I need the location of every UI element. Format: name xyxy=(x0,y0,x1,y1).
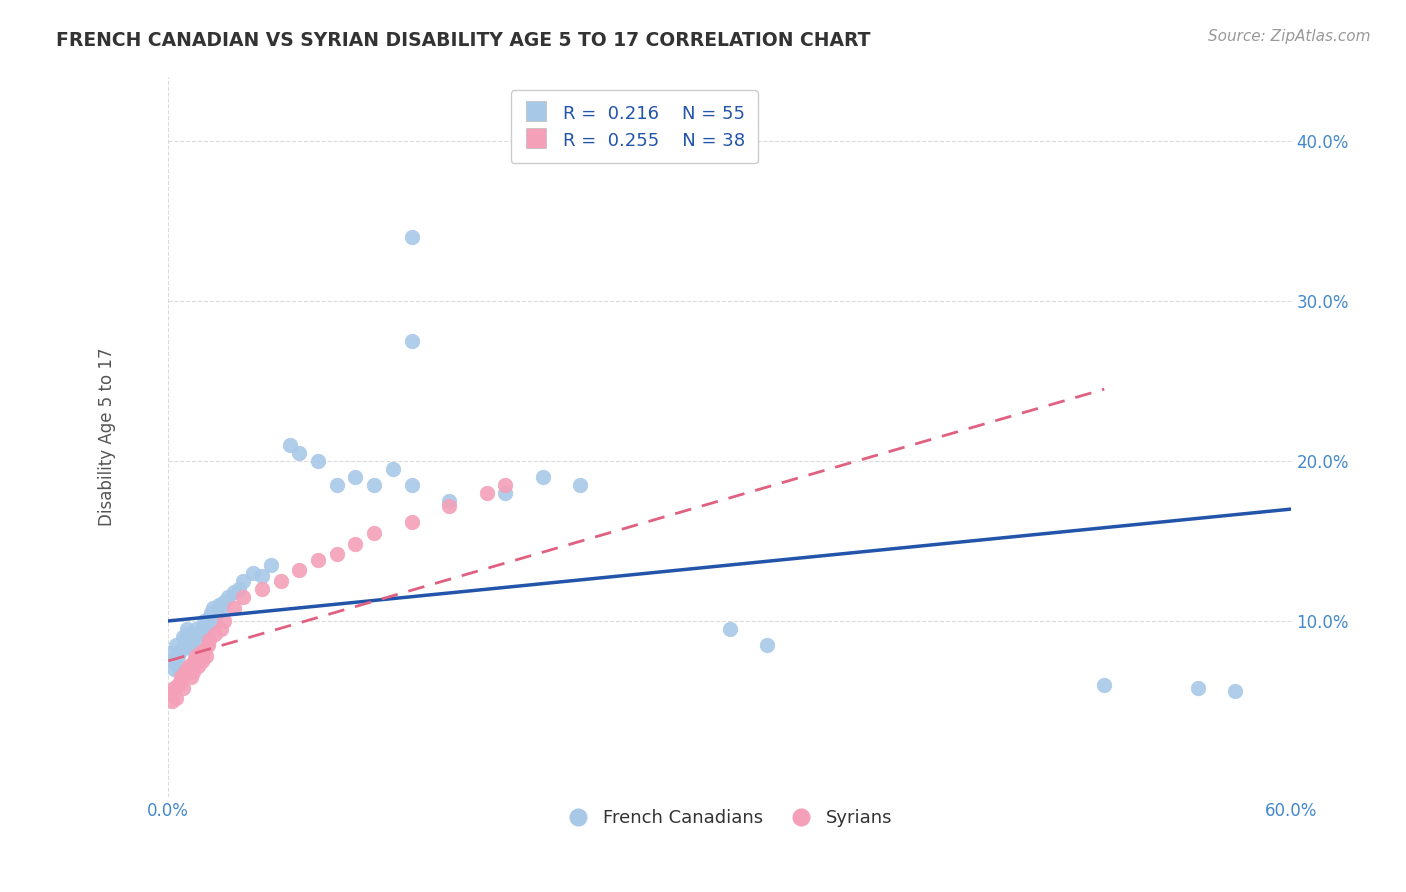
Point xyxy=(307,454,329,468)
Point xyxy=(1092,678,1115,692)
Point xyxy=(209,601,232,615)
Point xyxy=(344,470,367,484)
Point xyxy=(200,606,222,620)
Point xyxy=(217,590,239,604)
Point xyxy=(288,563,311,577)
Point xyxy=(197,622,219,636)
Point xyxy=(194,649,217,664)
Legend: French Canadians, Syrians: French Canadians, Syrians xyxy=(560,802,900,835)
Point xyxy=(169,674,191,689)
Point xyxy=(197,638,219,652)
Point xyxy=(177,658,200,673)
Point xyxy=(193,642,215,657)
Point xyxy=(494,486,516,500)
Point xyxy=(401,515,423,529)
Point xyxy=(174,633,197,648)
Point xyxy=(475,486,498,500)
Point xyxy=(202,601,225,615)
Point xyxy=(250,582,273,596)
Point xyxy=(166,678,188,692)
Point xyxy=(198,611,221,625)
Point xyxy=(174,665,197,679)
Text: Source: ZipAtlas.com: Source: ZipAtlas.com xyxy=(1208,29,1371,44)
Point xyxy=(326,478,349,492)
Point xyxy=(1225,684,1247,698)
Point xyxy=(326,547,349,561)
Point xyxy=(186,622,208,636)
Point xyxy=(176,626,198,640)
Point xyxy=(1187,681,1209,695)
Point xyxy=(232,574,254,588)
Point xyxy=(250,569,273,583)
Point xyxy=(159,646,181,660)
Point xyxy=(718,622,741,636)
Point xyxy=(288,446,311,460)
Point xyxy=(160,654,183,668)
Point xyxy=(531,470,554,484)
Point xyxy=(222,601,245,615)
Point xyxy=(160,694,183,708)
Point xyxy=(228,582,250,596)
Point xyxy=(232,590,254,604)
Point xyxy=(260,558,283,572)
Point xyxy=(242,566,264,580)
Point xyxy=(307,553,329,567)
Point xyxy=(209,622,232,636)
Point xyxy=(214,614,236,628)
Point xyxy=(222,585,245,599)
Point xyxy=(204,614,226,628)
Point xyxy=(437,494,460,508)
Point xyxy=(159,686,181,700)
Point xyxy=(198,633,221,648)
Point xyxy=(214,595,236,609)
Point xyxy=(363,526,385,541)
Point xyxy=(176,622,198,636)
Point xyxy=(194,617,217,632)
Point xyxy=(166,658,188,673)
Point xyxy=(181,642,204,657)
Point xyxy=(187,658,209,673)
Point xyxy=(569,478,592,492)
Point xyxy=(163,681,186,695)
Point xyxy=(181,665,204,679)
Point xyxy=(176,662,198,676)
Point xyxy=(381,462,404,476)
Point xyxy=(437,499,460,513)
Point xyxy=(191,622,214,636)
Text: FRENCH CANADIAN VS SYRIAN DISABILITY AGE 5 TO 17 CORRELATION CHART: FRENCH CANADIAN VS SYRIAN DISABILITY AGE… xyxy=(56,31,870,50)
Point xyxy=(208,598,231,612)
Point xyxy=(186,649,208,664)
Point xyxy=(187,633,209,648)
Text: Disability Age 5 to 17: Disability Age 5 to 17 xyxy=(97,348,115,526)
Point xyxy=(205,606,228,620)
Point xyxy=(363,478,385,492)
Point xyxy=(163,662,186,676)
Point xyxy=(278,438,301,452)
Point xyxy=(183,630,205,644)
Point xyxy=(401,334,423,349)
Point xyxy=(191,654,214,668)
Point xyxy=(177,638,200,652)
Point xyxy=(172,681,194,695)
Point xyxy=(401,478,423,492)
Point xyxy=(180,670,202,684)
Point xyxy=(204,626,226,640)
Point xyxy=(188,626,211,640)
Point xyxy=(756,638,779,652)
Point xyxy=(172,630,194,644)
Point xyxy=(401,230,423,244)
Point xyxy=(494,478,516,492)
Point xyxy=(169,665,191,679)
Point xyxy=(165,690,187,705)
Point xyxy=(193,614,215,628)
Point xyxy=(165,638,187,652)
Point xyxy=(170,642,193,657)
Point xyxy=(344,537,367,551)
Point xyxy=(166,649,188,664)
Point xyxy=(188,646,211,660)
Point xyxy=(170,670,193,684)
Point xyxy=(183,654,205,668)
Point xyxy=(270,574,292,588)
Point xyxy=(180,633,202,648)
